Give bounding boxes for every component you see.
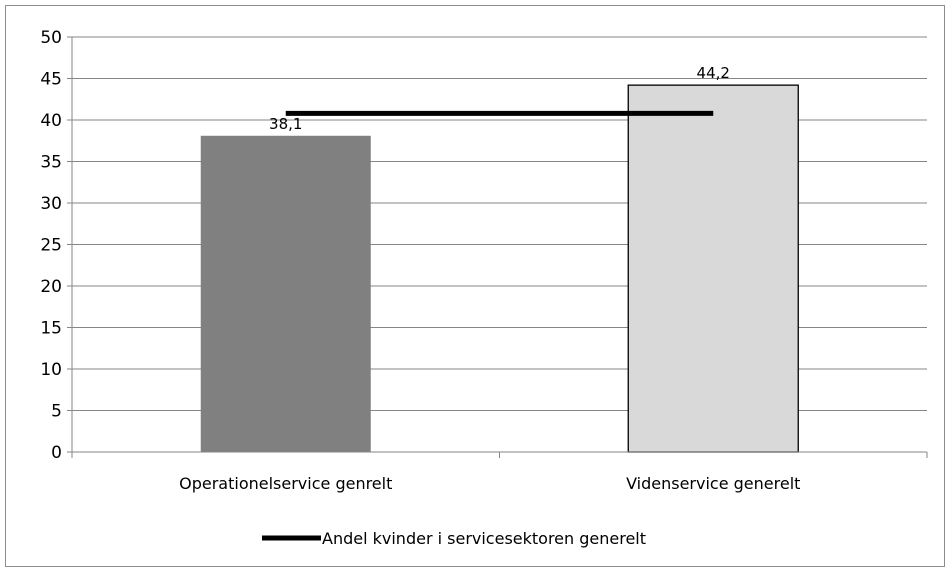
y-tick-label: 15	[40, 319, 62, 339]
y-tick-label: 45	[40, 70, 62, 90]
y-tick-label: 20	[40, 277, 62, 297]
bar	[627, 84, 799, 453]
legend: Andel kvinder i servicesektoren generelt	[262, 529, 646, 548]
y-tick-label: 5	[51, 402, 62, 422]
x-category-label: Operationelservice genrelt	[179, 474, 392, 493]
x-category-label: Videnservice generelt	[626, 474, 800, 493]
y-tick-label: 10	[40, 360, 62, 380]
y-tick-label: 50	[40, 28, 62, 48]
y-tick-label: 35	[40, 153, 62, 173]
bar-value-label: 44,2	[697, 64, 730, 82]
bar	[200, 135, 371, 452]
y-tick-label: 0	[51, 443, 62, 463]
labels: 0 5 10 15 20 25 30 35 40 45 50 38,1 Operationelservi…	[40, 28, 800, 493]
y-tick-label: 40	[40, 111, 62, 131]
y-tick-label: 30	[40, 194, 62, 214]
bar-value-label: 38,1	[269, 115, 302, 133]
y-tick-label: 25	[40, 236, 62, 256]
bars	[200, 84, 799, 453]
legend-label: Andel kvinder i servicesektoren generelt	[322, 529, 646, 548]
axes	[67, 36, 928, 458]
